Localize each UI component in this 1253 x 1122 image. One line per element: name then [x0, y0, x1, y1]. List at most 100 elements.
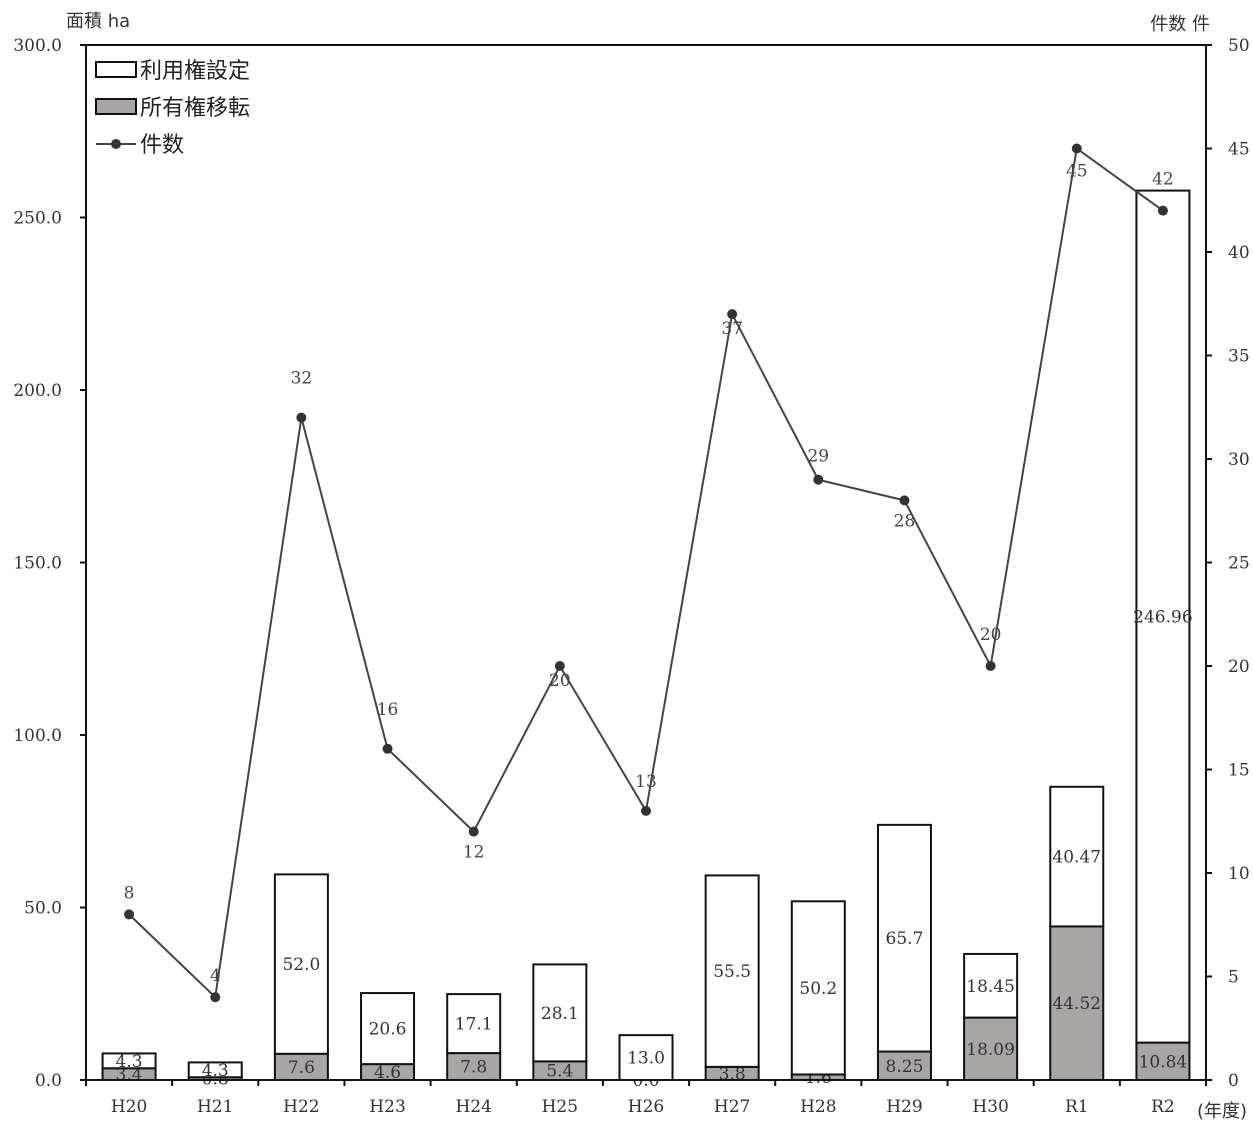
bar-label-H21-usage-right: 4.3	[202, 1061, 229, 1081]
x-tick-label-R1: R1	[1065, 1097, 1089, 1117]
bar-H25-usage-right	[532, 963, 588, 1063]
x-tick-label-H20: H20	[111, 1097, 147, 1117]
y2-tick-label-1: 5	[1228, 968, 1239, 988]
count-label-R1: 45	[1066, 162, 1088, 182]
bar-R1-usage-right	[1049, 785, 1105, 928]
bar-H30-ownership-transfer	[963, 1016, 1019, 1081]
count-label-H21: 4	[210, 966, 221, 986]
y2-axis-title: 件数 件	[1150, 14, 1210, 35]
count-point-H20	[124, 909, 135, 920]
x-tick-label-H28: H28	[800, 1097, 836, 1117]
count-point-R1	[1071, 143, 1082, 154]
bar-H30-usage-right	[963, 952, 1019, 1019]
y-tick-label-4: 200.0	[13, 381, 62, 401]
legend-swatch-count-point	[111, 139, 121, 149]
y-tick-label-6: 300.0	[13, 36, 62, 56]
count-point-H21	[210, 992, 221, 1003]
y2-tick-label-0: 0	[1228, 1071, 1239, 1091]
bar-R1-ownership-transfer	[1049, 925, 1105, 1081]
y-tick-label-5: 250.0	[13, 209, 62, 229]
count-line-layer: 8 4 32 16 12 20 13 37 29 28 20 45 42	[124, 143, 1174, 1003]
count-point-H24	[468, 826, 479, 837]
y2-tick-label-9: 45	[1228, 140, 1250, 160]
y-tick-label-0: 0.0	[35, 1071, 62, 1091]
count-point-H27	[727, 309, 738, 320]
bars-layer: 3.44.30.84.3 7.652.04.620.67.817.15.428.1…	[101, 189, 1193, 1091]
bar-label-H24-ownership-transfer: 7.8	[460, 1058, 487, 1078]
x-tick-label-H25: H25	[542, 1097, 578, 1117]
bar-label-H29-ownership-transfer: 8.25	[886, 1057, 924, 1077]
x-tick-label-R2: R2	[1151, 1097, 1175, 1117]
bar-H24-usage-right	[446, 993, 502, 1055]
count-label-H24: 12	[463, 843, 485, 863]
bar-label-H22-ownership-transfer: 7.6	[288, 1058, 315, 1078]
count-point-H30	[985, 661, 996, 671]
x-tick-label-H30: H30	[972, 1097, 1008, 1117]
count-line	[128, 146, 1164, 1000]
x-tick-label-H26: H26	[628, 1097, 664, 1117]
bar-H29-usage-right	[876, 823, 932, 1053]
count-label-H26: 13	[635, 772, 657, 792]
y2-tick-label-6: 30	[1228, 450, 1250, 470]
count-label-H22: 32	[291, 369, 313, 389]
bar-label-H22-usage-right: 52.0	[282, 955, 320, 975]
count-label-H27: 37	[721, 319, 743, 339]
legend-swatch-ownership-transfer	[95, 98, 137, 115]
bar-label-H23-usage-right: 20.6	[369, 1020, 407, 1040]
count-point-H26	[641, 805, 651, 816]
count-point-H25	[554, 661, 565, 671]
count-label-H30: 20	[980, 625, 1002, 645]
bar-H28-usage-right	[790, 900, 846, 1076]
count-label-H23: 16	[377, 700, 399, 720]
y-tick-label-3: 150.0	[13, 554, 62, 574]
count-label-R2: 42	[1152, 170, 1174, 190]
y-tick-label-2: 100.0	[13, 726, 62, 746]
bar-label-H29-usage-right: 65.7	[886, 929, 924, 949]
y2-tick-label-7: 35	[1228, 347, 1250, 367]
legend-label-ownership-transfer: 所有権移転	[140, 96, 250, 121]
legend-label-usage-right: 利用権設定	[140, 59, 250, 84]
x-tick-label-H23: H23	[369, 1097, 405, 1117]
count-point-H29	[899, 495, 910, 506]
y-tick-label-1: 50.0	[24, 899, 62, 919]
count-point-H23	[382, 743, 393, 754]
bar-label-H20-usage-right: 4.3	[116, 1052, 143, 1072]
bar-label-H27-usage-right: 55.5	[713, 962, 751, 982]
y2-tick-label-10: 50	[1228, 36, 1250, 56]
bar-label-H28-usage-right: 50.2	[799, 979, 837, 999]
x-tick-label-H24: H24	[455, 1097, 491, 1117]
bar-label-R2-usage-right: 246.96	[1133, 608, 1192, 628]
count-point-H22	[296, 412, 307, 423]
bar-label-R1-ownership-transfer: 44.52	[1052, 994, 1101, 1014]
count-label-H29: 28	[894, 511, 916, 531]
bar-label-R1-usage-right: 40.47	[1052, 848, 1101, 868]
axes-layer: 0.0 50.0 100.0 150.0 200.0 250.0 300.0 0 5 10 15 20…	[13, 36, 1249, 1117]
y2-tick-label-4: 20	[1228, 657, 1250, 677]
x-tick-label-H21: H21	[197, 1097, 233, 1117]
bar-R2-ownership-transfer	[1135, 1041, 1191, 1082]
bar-label-H25-ownership-transfer: 5.4	[546, 1062, 573, 1082]
count-point-H28	[813, 474, 824, 485]
bar-label-H23-ownership-transfer: 4.6	[374, 1063, 401, 1083]
count-point-R2	[1157, 205, 1168, 216]
bar-H21-usage-right	[187, 1061, 243, 1079]
x-tick-label-H27: H27	[714, 1097, 750, 1117]
y2-tick-label-3: 15	[1228, 761, 1250, 781]
bar-label-H24-usage-right: 17.1	[455, 1015, 493, 1035]
count-label-H28: 29	[807, 447, 829, 467]
x-tick-label-H29: H29	[886, 1097, 922, 1117]
legend-swatch-usage-right	[95, 61, 137, 78]
x-tick-label-H22: H22	[283, 1097, 319, 1117]
bar-H20-usage-right	[101, 1052, 157, 1070]
legend-label-count: 件数	[140, 133, 184, 158]
bar-label-H26-usage-right: 13.0	[627, 1049, 665, 1069]
y-axis-title: 面積 ha	[66, 11, 130, 32]
bar-label-H30-ownership-transfer: 18.09	[966, 1040, 1015, 1060]
bar-H24-ownership-transfer	[446, 1052, 502, 1081]
bar-H29-ownership-transfer	[876, 1050, 932, 1081]
bar-label-R2-ownership-transfer: 10.84	[1139, 1052, 1188, 1072]
bar-label-H30-usage-right: 18.45	[966, 977, 1015, 997]
x-axis-title: (年度)	[1197, 1101, 1247, 1122]
